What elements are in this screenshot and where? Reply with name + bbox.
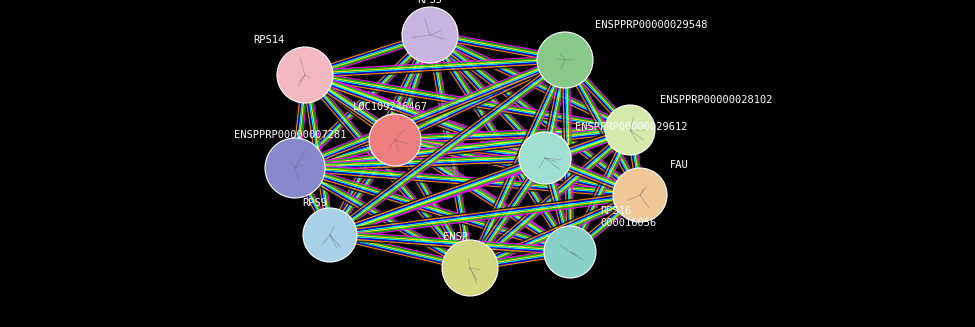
Text: RPS14: RPS14	[254, 35, 285, 45]
Circle shape	[402, 7, 458, 63]
Circle shape	[265, 138, 325, 198]
Text: RPS5: RPS5	[417, 0, 443, 5]
Circle shape	[277, 47, 333, 103]
Text: RPS16
000016056: RPS16 000016056	[600, 206, 656, 228]
Text: ENSPPRP00000029612: ENSPPRP00000029612	[575, 122, 687, 132]
Circle shape	[613, 168, 667, 222]
Circle shape	[369, 114, 421, 166]
Circle shape	[442, 240, 498, 296]
Circle shape	[544, 226, 596, 278]
Circle shape	[537, 32, 593, 88]
Circle shape	[605, 105, 655, 155]
Text: ENSPPRP00000028102: ENSPPRP00000028102	[660, 95, 772, 105]
Text: ENSPPRP00000007281: ENSPPRP00000007281	[234, 130, 346, 140]
Text: FAU: FAU	[670, 160, 688, 170]
Text: ENSPPRP00000029548: ENSPPRP00000029548	[595, 20, 708, 30]
Circle shape	[519, 132, 571, 184]
Text: LOC109246467: LOC109246467	[353, 102, 427, 112]
Text: RPS9: RPS9	[302, 198, 328, 208]
Circle shape	[303, 208, 357, 262]
Text: ENSP: ENSP	[443, 232, 467, 242]
